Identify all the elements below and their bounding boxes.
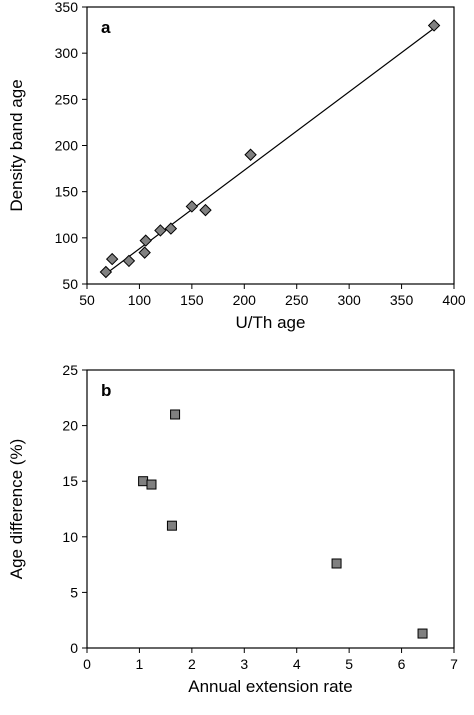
x-tick-label: 150 xyxy=(180,292,204,308)
data-point xyxy=(146,479,157,490)
y-tick-label: 100 xyxy=(55,230,79,246)
data-point xyxy=(139,234,152,247)
plot-area-frame xyxy=(86,369,455,649)
y-tick-label: 50 xyxy=(62,276,78,292)
data-point xyxy=(331,558,342,569)
panel-label: b xyxy=(101,381,111,400)
x-tick-label: 200 xyxy=(233,292,257,308)
data-point xyxy=(105,252,119,266)
y-axis-label: Density band age xyxy=(7,79,26,211)
data-point xyxy=(99,265,113,279)
data-point xyxy=(185,200,199,213)
y-tick-label: 150 xyxy=(55,184,79,200)
data-point xyxy=(138,246,151,259)
y-tick-label: 350 xyxy=(55,0,79,15)
panel-label: a xyxy=(101,18,111,37)
y-tick-label: 25 xyxy=(62,362,78,378)
x-tick-label: 5 xyxy=(345,656,353,672)
data-point xyxy=(427,19,441,32)
data-point xyxy=(199,203,212,217)
y-tick-label: 10 xyxy=(62,529,78,545)
data-point xyxy=(154,224,167,237)
x-tick-label: 1 xyxy=(136,656,144,672)
y-tick-label: 0 xyxy=(70,640,78,656)
x-tick-label: 6 xyxy=(398,656,406,672)
y-axis-label: Age difference (%) xyxy=(7,439,26,579)
y-tick-label: 20 xyxy=(62,418,78,434)
data-point xyxy=(244,148,257,161)
data-point xyxy=(138,476,149,487)
y-tick-label: 300 xyxy=(55,45,79,61)
x-axis-label: U/Th age xyxy=(236,313,306,332)
data-point xyxy=(170,409,181,420)
x-tick-label: 350 xyxy=(390,292,414,308)
x-tick-label: 3 xyxy=(240,656,248,672)
x-tick-label: 250 xyxy=(285,292,309,308)
x-tick-label: 4 xyxy=(293,656,301,672)
x-tick-label: 400 xyxy=(442,292,466,308)
x-tick-label: 100 xyxy=(128,292,152,308)
y-tick-label: 250 xyxy=(55,91,79,107)
x-axis-label: Annual extension rate xyxy=(188,677,352,696)
x-tick-label: 300 xyxy=(337,292,361,308)
y-tick-label: 5 xyxy=(70,584,78,600)
data-point xyxy=(164,222,178,235)
data-point xyxy=(166,520,177,531)
panel-a: 50 100 150 200 250 300 350 400 50 100 150 200 250 300… xyxy=(7,0,466,332)
data-point xyxy=(122,254,136,268)
data-point xyxy=(417,628,428,639)
x-tick-label: 50 xyxy=(79,292,95,308)
y-tick-label: 200 xyxy=(55,138,79,154)
x-tick-label: 0 xyxy=(83,656,91,672)
panel-b: 0 1 2 3 4 5 6 7 0 5 10 15 20 25 Annual extension rate A… xyxy=(7,362,458,696)
regression-line xyxy=(105,27,435,275)
x-tick-label: 7 xyxy=(450,656,458,672)
y-tick-label: 15 xyxy=(62,473,78,489)
x-tick-label: 2 xyxy=(188,656,196,672)
